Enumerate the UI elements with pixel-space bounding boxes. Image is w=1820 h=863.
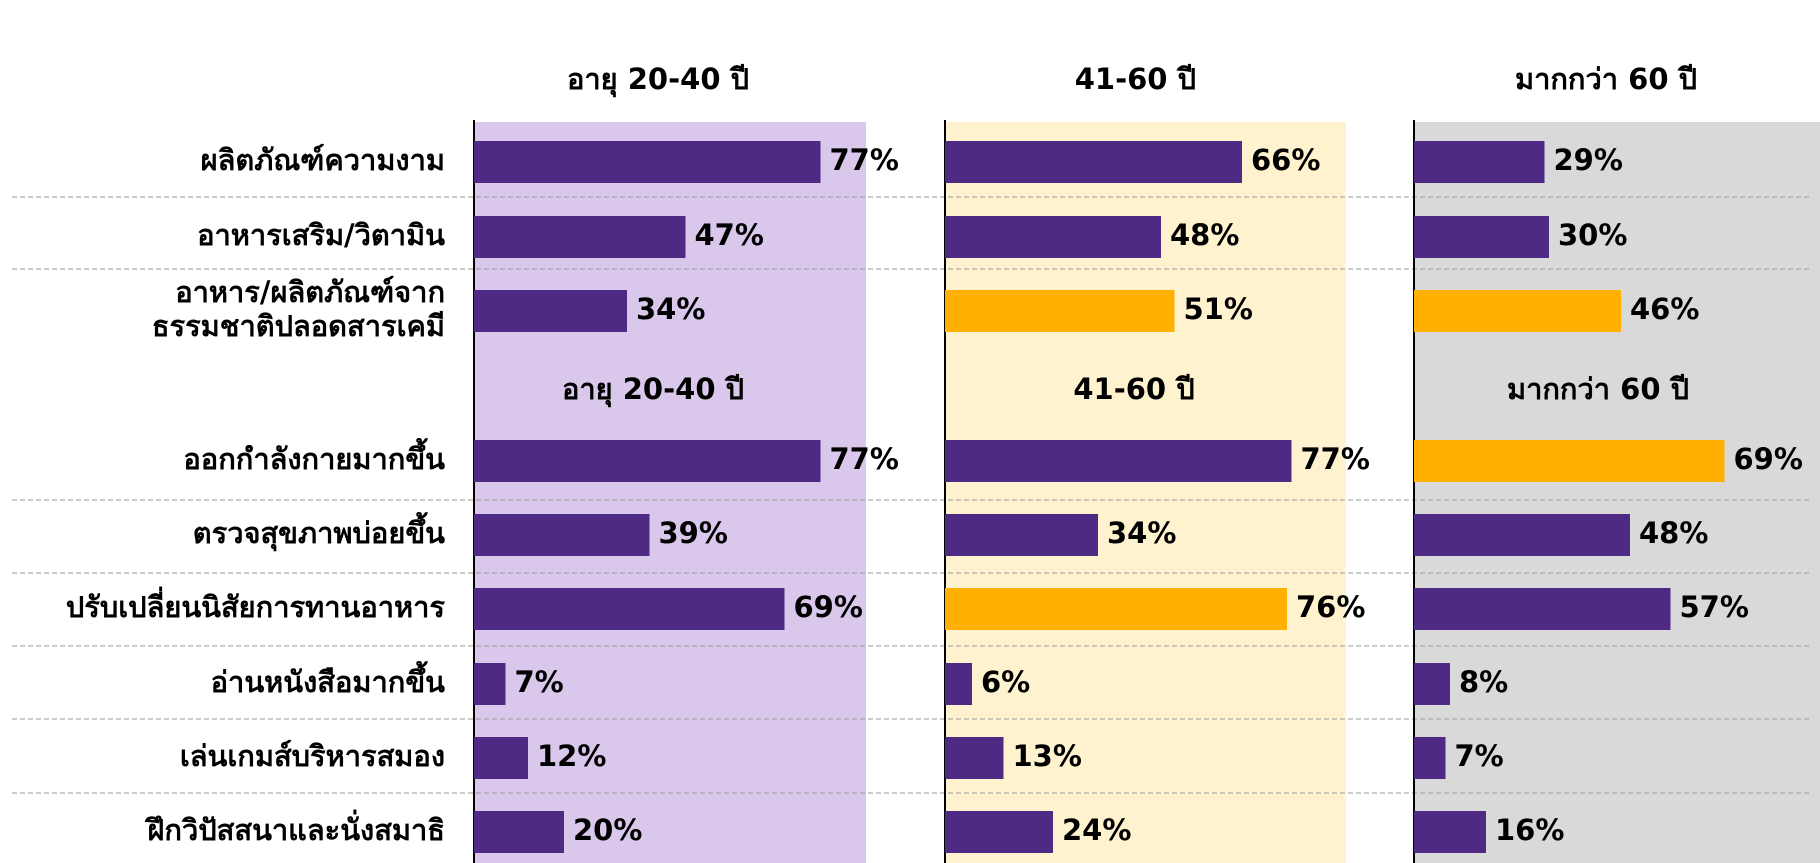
value-label: 16%	[1495, 813, 1564, 847]
value-label: 48%	[1170, 218, 1239, 252]
bar	[474, 811, 564, 853]
value-label: 46%	[1630, 292, 1699, 326]
bar	[945, 737, 1004, 779]
bar	[474, 440, 821, 482]
value-label: 69%	[794, 590, 863, 624]
value-label: 8%	[1459, 665, 1508, 699]
value-label: 34%	[1107, 516, 1176, 550]
category-label: เล่นเกมส์บริหารสมอง	[180, 739, 445, 773]
category-label: ผลิตภัณฑ์ความงาม	[201, 143, 445, 177]
value-label: 7%	[515, 665, 564, 699]
bar	[474, 290, 627, 332]
value-label: 77%	[830, 442, 899, 476]
bar	[945, 588, 1287, 630]
category-label: ปรับเปลี่ยนนิสัยการทานอาหาร	[66, 586, 446, 624]
bar	[1414, 811, 1486, 853]
bar	[945, 811, 1053, 853]
category-label: อาหารเสริม/วิตามิน	[197, 218, 445, 252]
bar	[1414, 663, 1450, 705]
category-label: ตรวจสุขภาพบ่อยขึ้น	[193, 511, 445, 551]
value-label: 20%	[573, 813, 642, 847]
bar	[474, 588, 785, 630]
panel-header: มากกว่า 60 ปี	[1515, 62, 1697, 96]
bar	[1414, 216, 1549, 258]
value-label: 7%	[1455, 739, 1504, 773]
category-label: อ่านหนังสือมากขึ้น	[211, 660, 446, 699]
chart: อายุ 20-40 ปีอายุ 20-40 ปี77%47%34%77%39…	[0, 0, 1820, 863]
value-label: 47%	[695, 218, 764, 252]
bar	[945, 514, 1098, 556]
value-label: 24%	[1062, 813, 1131, 847]
value-label: 29%	[1554, 143, 1623, 177]
bar	[1414, 588, 1671, 630]
value-label: 30%	[1558, 218, 1627, 252]
panel-subheader: มากกว่า 60 ปี	[1507, 372, 1689, 406]
value-label: 6%	[981, 665, 1030, 699]
panel-subheader: อายุ 20-40 ปี	[562, 372, 744, 407]
value-label: 77%	[1301, 442, 1370, 476]
bar	[474, 514, 650, 556]
bar	[1414, 440, 1725, 482]
bar	[1414, 141, 1545, 183]
panel-subheader: 41-60 ปี	[1073, 372, 1194, 406]
bar	[945, 440, 1292, 482]
value-label: 66%	[1251, 143, 1320, 177]
panel-header: 41-60 ปี	[1075, 62, 1196, 96]
panel-header: อายุ 20-40 ปี	[567, 62, 749, 97]
value-label: 48%	[1639, 516, 1708, 550]
bar	[1414, 737, 1446, 779]
bar	[1414, 290, 1621, 332]
bar	[1414, 514, 1630, 556]
value-label: 77%	[830, 143, 899, 177]
value-label: 51%	[1184, 292, 1253, 326]
category-label: ฝึกวิปัสสนาและนั่งสมาธิ	[144, 809, 445, 847]
bar	[945, 216, 1161, 258]
value-label: 69%	[1734, 442, 1803, 476]
bar	[945, 290, 1175, 332]
value-label: 12%	[537, 739, 606, 773]
bar	[474, 737, 528, 779]
bar	[945, 663, 972, 705]
bar	[474, 141, 821, 183]
value-label: 76%	[1296, 590, 1365, 624]
value-label: 57%	[1680, 590, 1749, 624]
bar	[474, 663, 506, 705]
bar	[474, 216, 686, 258]
value-label: 13%	[1013, 739, 1082, 773]
value-label: 34%	[636, 292, 705, 326]
category-label: ออกกำลังกายมากขึ้น	[183, 437, 445, 476]
bar	[945, 141, 1242, 183]
value-label: 39%	[659, 516, 728, 550]
category-label: อาหาร/ผลิตภัณฑ์จากธรรมชาติปลอดสารเคมี	[152, 275, 445, 343]
